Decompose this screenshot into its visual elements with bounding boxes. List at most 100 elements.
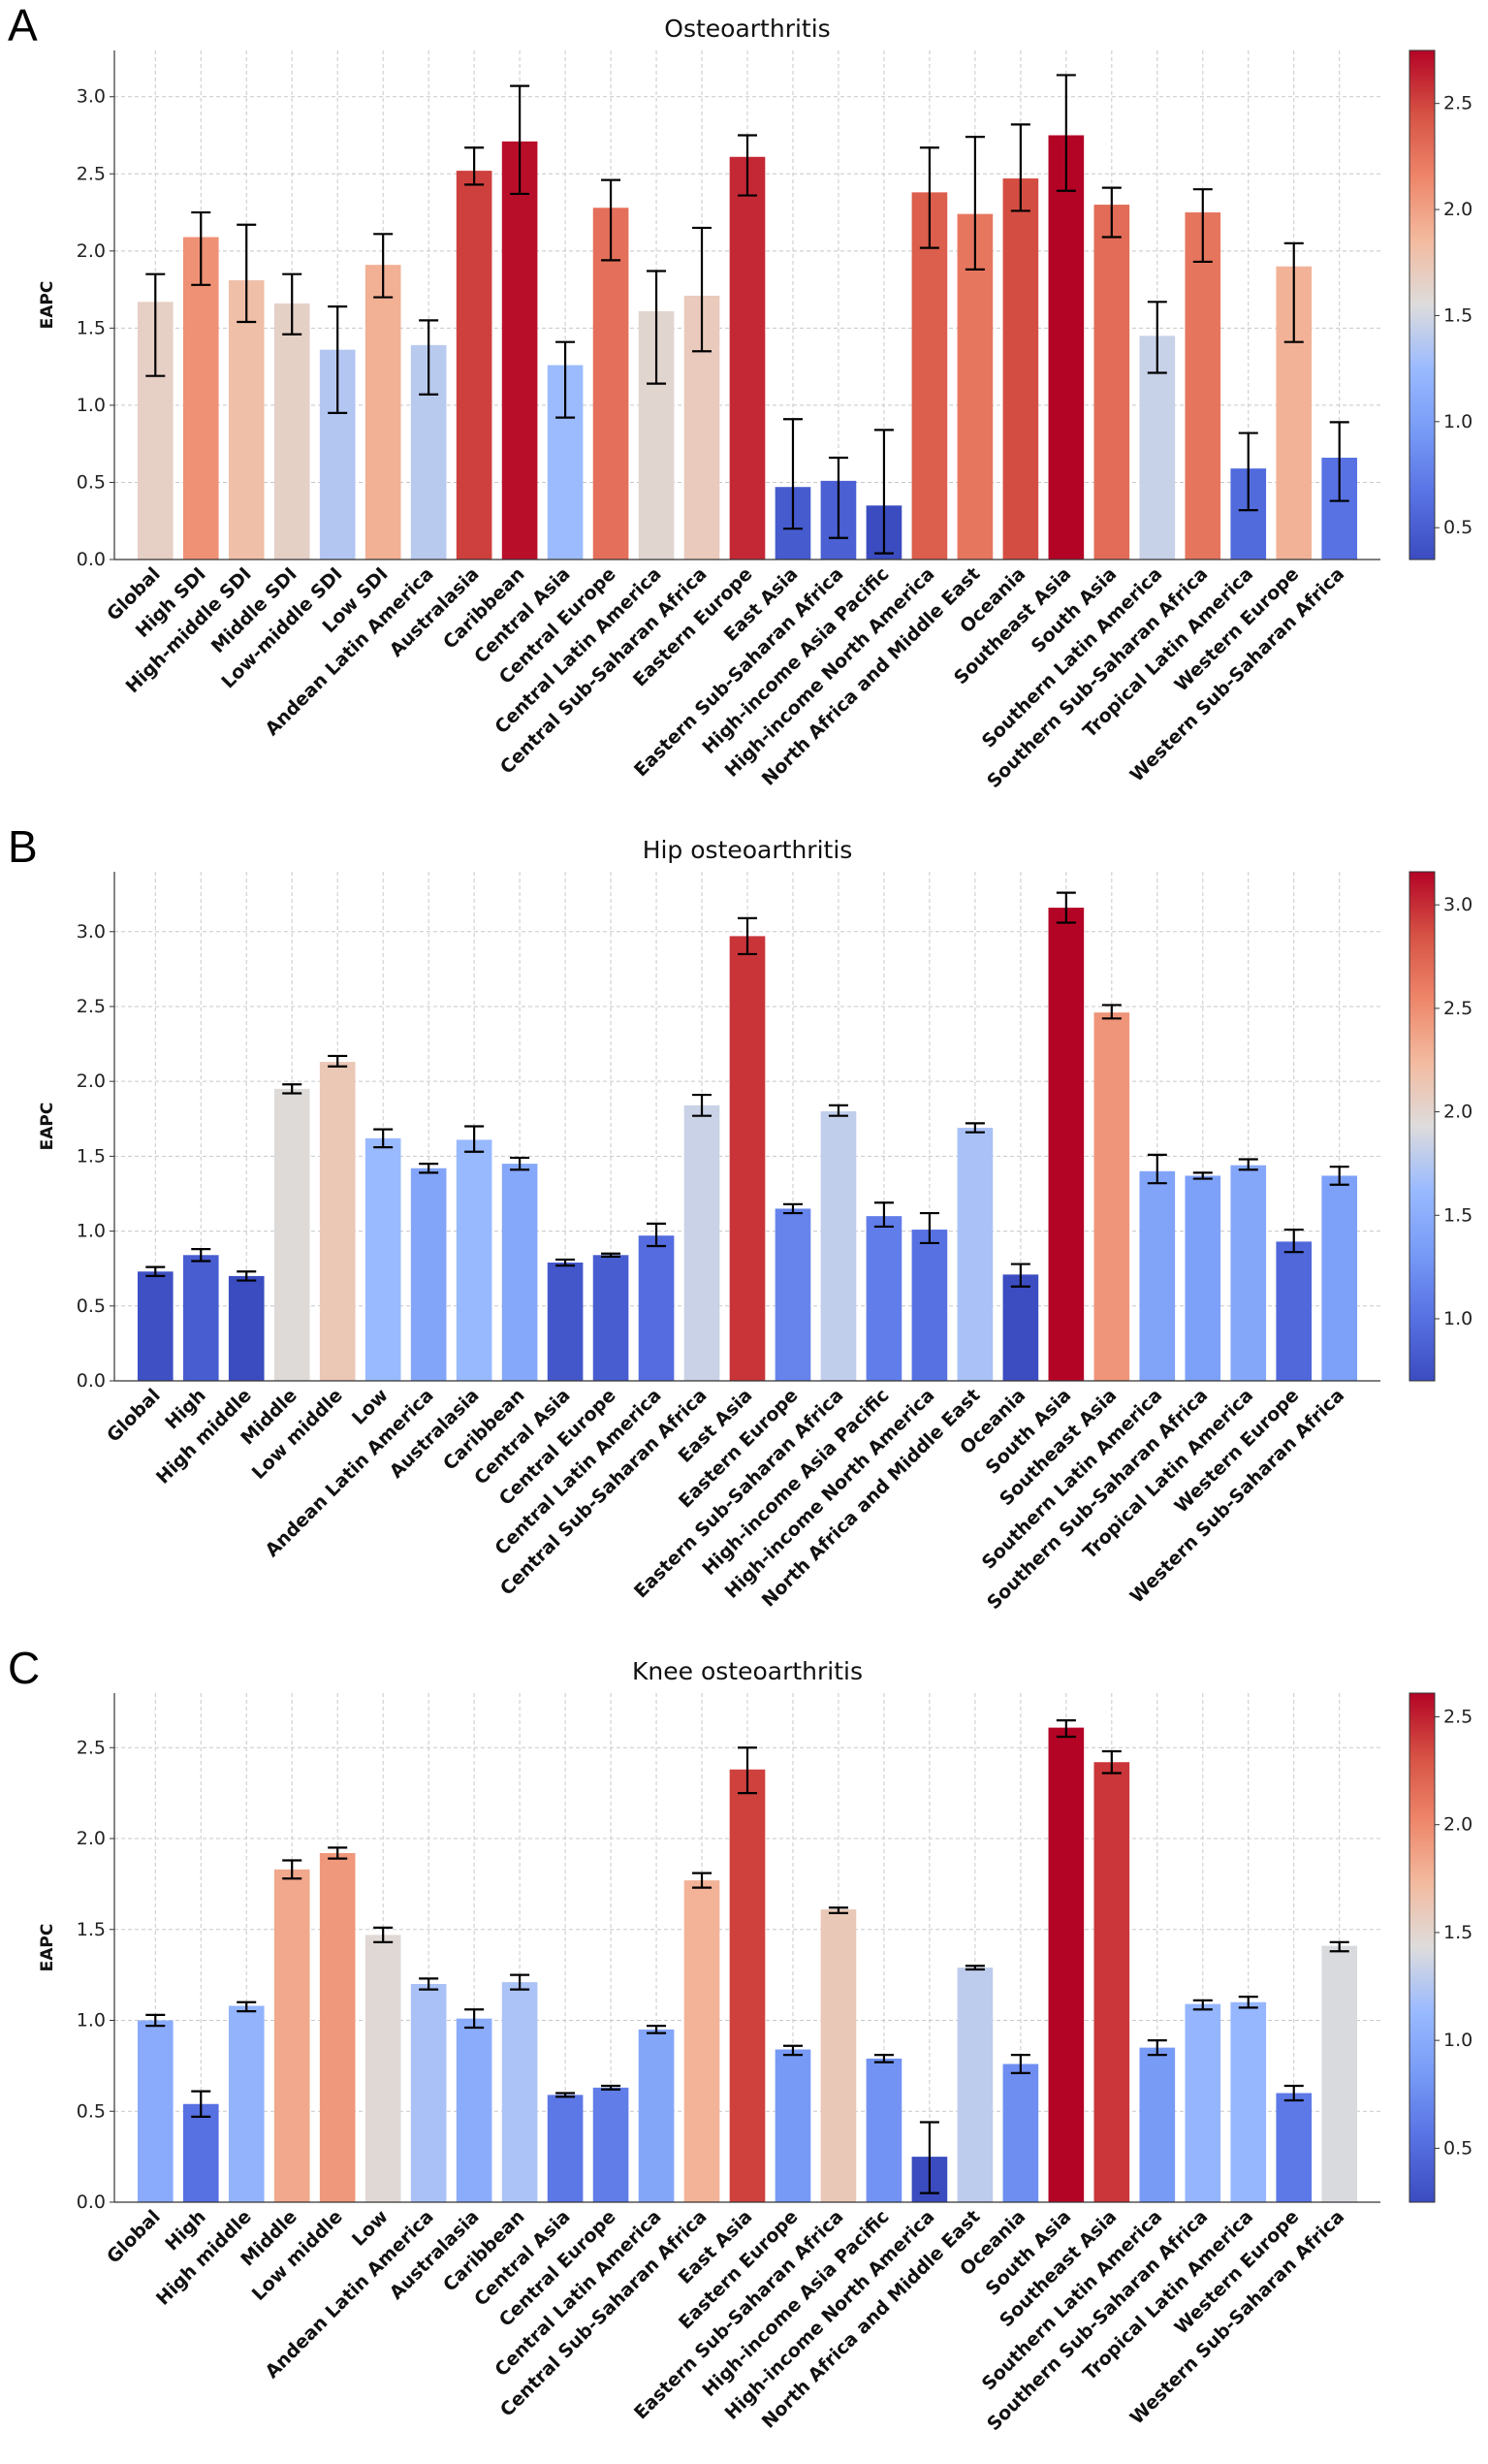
colorbar-tick-label: 1.5 <box>1443 304 1472 326</box>
y-tick-label: 0.0 <box>77 549 106 570</box>
y-tick-label: 2.0 <box>77 1828 106 1849</box>
y-tick-label: 3.0 <box>77 86 106 108</box>
bar <box>1230 1165 1267 1381</box>
y-tick-label: 0.0 <box>77 2192 106 2213</box>
bar <box>1185 2003 1221 2202</box>
y-tick-label: 2.0 <box>77 240 106 262</box>
bar <box>820 1111 857 1381</box>
bar <box>228 1275 265 1381</box>
bar <box>729 156 766 560</box>
bar <box>957 1128 994 1381</box>
bar <box>547 1263 584 1381</box>
colorbar-tick-label: 1.5 <box>1443 1204 1472 1226</box>
chart-title: Hip osteoarthritis <box>643 836 853 864</box>
colorbar-tick-label: 1.0 <box>1443 2030 1472 2051</box>
y-axis-label: EAPC <box>38 1103 57 1151</box>
bar <box>1048 908 1085 1381</box>
bar <box>911 1230 948 1381</box>
y-tick-label: 0.5 <box>77 471 106 493</box>
bar <box>1321 1945 1358 2202</box>
colorbar-tick-label: 3.0 <box>1443 894 1472 915</box>
bar <box>410 1984 447 2202</box>
bar <box>957 213 994 560</box>
colorbar-tick-label: 2.5 <box>1443 93 1472 114</box>
y-tick-label: 3.0 <box>77 921 106 943</box>
y-tick-label: 0.0 <box>77 1370 106 1392</box>
bar <box>273 303 310 560</box>
bar <box>820 1909 857 2202</box>
bar <box>1093 1012 1130 1381</box>
bar <box>456 2018 492 2202</box>
bar <box>1002 2064 1039 2202</box>
bar <box>182 237 219 560</box>
bar <box>273 1869 310 2202</box>
y-tick-label: 0.5 <box>77 2100 106 2122</box>
colorbar-tick-label: 2.0 <box>1443 1814 1472 1836</box>
bar <box>729 1769 766 2202</box>
colorbar-tick-label: 0.5 <box>1443 2137 1472 2159</box>
bar <box>1002 178 1039 560</box>
bar <box>364 1935 401 2202</box>
bar <box>1048 135 1085 560</box>
colorbar-tick-label: 2.0 <box>1443 199 1472 220</box>
y-tick-label: 1.5 <box>77 1919 106 1940</box>
bar <box>638 2029 675 2202</box>
osteoarthritis-chart: A Osteoarthritis0.00.51.01.52.02.53.0Glob… <box>8 0 1472 792</box>
y-tick-label: 2.5 <box>77 996 106 1017</box>
bar <box>1276 2093 1313 2202</box>
y-tick-label: 1.0 <box>77 395 106 416</box>
panel-c: C Knee osteoarthritis 0.0 0.5 1.0 1.5 2.0 2.5 Gl… <box>0 1643 1488 2464</box>
bar <box>273 1088 310 1381</box>
bar <box>957 1968 994 2202</box>
colorbar-tick-label: 1.0 <box>1443 1308 1472 1329</box>
bar <box>592 2087 629 2202</box>
bar <box>319 1853 356 2202</box>
colorbar-tick-label: 0.5 <box>1443 517 1472 538</box>
colorbar-tick-label: 2.5 <box>1443 998 1472 1019</box>
colorbar <box>1409 49 1436 560</box>
bar <box>501 141 538 560</box>
bar <box>1139 2047 1176 2202</box>
bar <box>456 171 492 560</box>
bar <box>775 2049 811 2202</box>
colorbar-tick-label: 1.0 <box>1443 411 1472 432</box>
bar <box>228 280 265 560</box>
y-tick-label: 2.5 <box>77 1737 106 1758</box>
bar <box>456 1139 492 1381</box>
bar <box>1230 2001 1267 2202</box>
y-tick-label: 1.0 <box>77 1221 106 1242</box>
x-tick-label: Global <box>103 2206 165 2268</box>
bar <box>1093 1762 1130 2202</box>
bar <box>319 1062 356 1381</box>
colorbar <box>1409 871 1436 1382</box>
bar <box>683 1880 720 2202</box>
y-tick-label: 2.5 <box>77 163 106 184</box>
colorbar <box>1409 1692 1436 2203</box>
bar <box>364 265 401 560</box>
bar <box>547 2095 584 2202</box>
bar <box>1276 1241 1313 1381</box>
bar <box>1002 1274 1039 1381</box>
hip-osteoarthritis-chart: B Hip osteoarthritis 0.0 0.5 1.0 1.5 2.0 2.5 3.0… <box>8 821 1472 1614</box>
panel-b: B Hip osteoarthritis 0.0 0.5 1.0 1.5 2.0 2.5 3.0… <box>0 821 1488 1643</box>
bar <box>1185 1175 1221 1381</box>
bar <box>911 192 948 560</box>
colorbar-tick-label: 1.5 <box>1443 1922 1472 1943</box>
bar <box>1139 1170 1176 1381</box>
panel-a: A Osteoarthritis 0.0 0.5 1.0 1.5 2.0 2.5 3.0 Glob… <box>0 0 1488 821</box>
chart-title: Osteoarthritis <box>664 15 830 43</box>
y-tick-label: 1.5 <box>77 1145 106 1167</box>
bar <box>501 1164 538 1381</box>
y-tick-label: 2.0 <box>77 1071 106 1092</box>
y-axis-label: EAPC <box>38 1924 57 1972</box>
chart-title: Knee osteoarthritis <box>632 1657 863 1685</box>
bar <box>592 1255 629 1381</box>
x-tick-label: Global <box>103 1385 165 1447</box>
bar <box>137 1271 174 1381</box>
bar <box>775 1208 811 1381</box>
bar <box>182 2103 219 2202</box>
panel-label: C <box>8 1643 40 1693</box>
bar <box>1185 212 1221 560</box>
colorbar-tick-label: 2.5 <box>1443 1706 1472 1727</box>
bar <box>182 1255 219 1381</box>
